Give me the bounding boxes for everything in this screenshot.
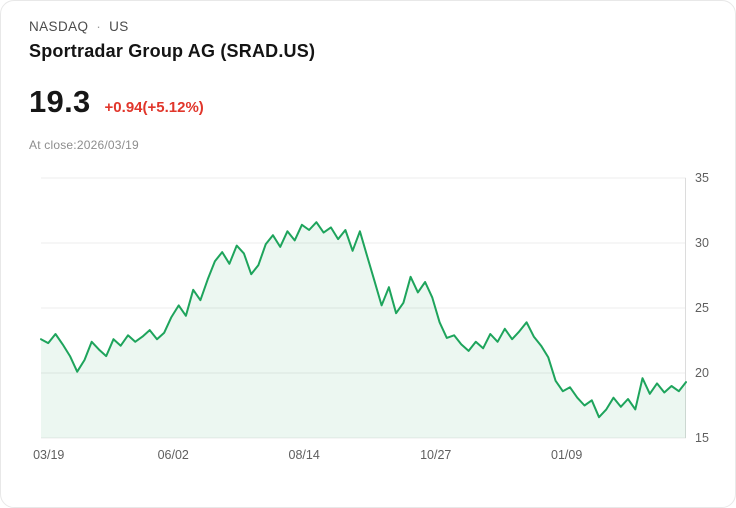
price-chart-svg bbox=[40, 177, 687, 439]
x-tick-label: 01/09 bbox=[551, 448, 583, 462]
price-area-fill bbox=[41, 222, 686, 438]
price-change: +0.94(+5.12%) bbox=[104, 99, 204, 116]
quote-header: NASDAQ · US Sportradar Group AG (SRAD.US… bbox=[29, 19, 707, 152]
y-tick-label: 35 bbox=[695, 171, 709, 185]
x-axis-labels: 03/19 06/02 08/14 10/27 01/09 bbox=[33, 448, 686, 468]
x-tick-label: 08/14 bbox=[288, 448, 320, 462]
separator-dot: · bbox=[96, 19, 102, 34]
region-label: US bbox=[109, 19, 129, 34]
y-tick-label: 25 bbox=[695, 301, 709, 315]
page-title: Sportradar Group AG (SRAD.US) bbox=[29, 41, 316, 61]
x-tick-label: 06/02 bbox=[157, 448, 189, 462]
y-tick-label: 30 bbox=[695, 236, 709, 250]
exchange-line: NASDAQ · US bbox=[29, 19, 707, 34]
as-of-timestamp: At close:2026/03/19 bbox=[29, 138, 139, 152]
last-price: 19.3 bbox=[29, 84, 91, 119]
exchange-label: NASDAQ bbox=[29, 19, 89, 34]
price-row: 19.3 +0.94(+5.12%) bbox=[29, 84, 707, 120]
x-tick-label: 03/19 bbox=[33, 448, 65, 462]
x-tick-label: 10/27 bbox=[420, 448, 452, 462]
y-tick-label: 20 bbox=[695, 366, 709, 380]
price-chart[interactable] bbox=[40, 177, 687, 439]
price-line bbox=[40, 221, 687, 419]
y-tick-label: 15 bbox=[695, 431, 709, 445]
y-axis-labels: 35 30 25 20 15 bbox=[695, 171, 735, 445]
